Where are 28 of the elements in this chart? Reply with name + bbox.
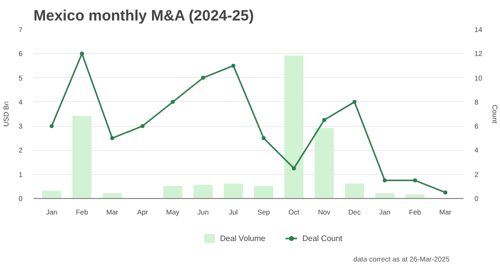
bar	[163, 186, 182, 198]
point	[170, 100, 175, 104]
bar	[42, 190, 62, 198]
point	[292, 166, 296, 170]
point	[262, 136, 266, 140]
point	[201, 76, 206, 80]
chart-title: Mexico monthly M&A (2024-25)	[34, 8, 254, 24]
point	[413, 178, 418, 182]
point	[322, 118, 326, 122]
legend-label: Deal Volume	[220, 234, 266, 242]
bar	[375, 193, 394, 198]
point	[382, 178, 387, 182]
bar	[284, 56, 304, 198]
bar	[224, 184, 243, 198]
point	[443, 190, 448, 194]
point	[231, 64, 236, 68]
legend-label: Deal Count	[302, 234, 342, 242]
point	[140, 124, 145, 128]
point	[80, 52, 84, 56]
bar	[102, 193, 122, 198]
bar	[193, 184, 213, 198]
bar	[314, 128, 334, 198]
bar	[344, 184, 364, 198]
point	[110, 136, 114, 140]
bar	[254, 186, 274, 198]
bar	[72, 116, 92, 198]
point	[50, 124, 54, 128]
point	[352, 100, 356, 104]
